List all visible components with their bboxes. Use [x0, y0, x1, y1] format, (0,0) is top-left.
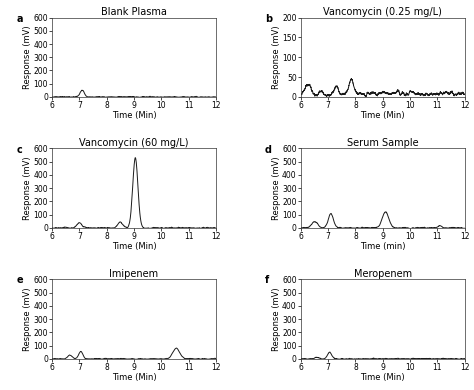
X-axis label: Time (min): Time (min): [360, 243, 405, 252]
X-axis label: Time (Min): Time (Min): [112, 243, 156, 252]
Text: a: a: [16, 14, 23, 23]
Y-axis label: Response (mV): Response (mV): [272, 25, 281, 89]
Text: f: f: [265, 275, 269, 285]
Y-axis label: Response (mV): Response (mV): [272, 156, 281, 220]
Title: Serum Sample: Serum Sample: [347, 138, 419, 148]
X-axis label: Time (Min): Time (Min): [112, 373, 156, 382]
X-axis label: Time (Min): Time (Min): [112, 112, 156, 121]
Text: c: c: [16, 145, 22, 154]
Y-axis label: Response (mV): Response (mV): [23, 287, 32, 351]
Text: e: e: [16, 275, 23, 285]
Y-axis label: Response (mV): Response (mV): [272, 287, 281, 351]
Title: Meropenem: Meropenem: [354, 269, 412, 279]
Title: Imipenem: Imipenem: [109, 269, 158, 279]
X-axis label: Time (Min): Time (Min): [360, 373, 405, 382]
Y-axis label: Response (mV): Response (mV): [23, 156, 32, 220]
Title: Blank Plasma: Blank Plasma: [101, 7, 167, 17]
Y-axis label: Response (mV): Response (mV): [23, 25, 32, 89]
Text: d: d: [265, 145, 272, 154]
Title: Vancomycin (60 mg/L): Vancomycin (60 mg/L): [79, 138, 189, 148]
X-axis label: Time (Min): Time (Min): [360, 112, 405, 121]
Text: b: b: [265, 14, 272, 23]
Title: Vancomycin (0.25 mg/L): Vancomycin (0.25 mg/L): [323, 7, 442, 17]
